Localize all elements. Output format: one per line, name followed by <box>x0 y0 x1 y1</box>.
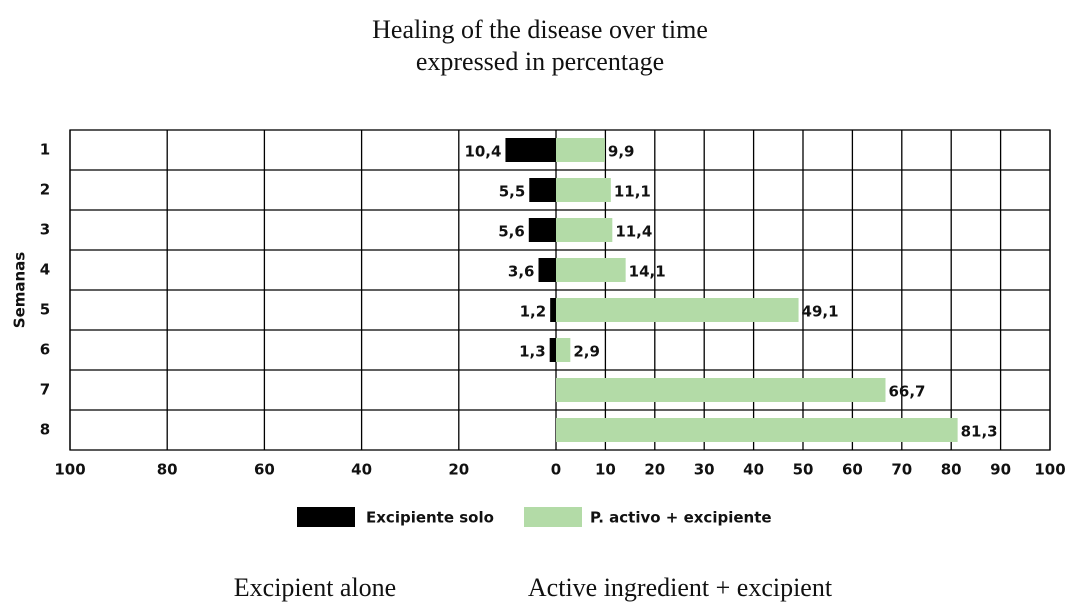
bar <box>556 298 799 322</box>
x-tick-label: 100 <box>54 461 85 479</box>
x-tick-label: 50 <box>793 461 814 479</box>
x-tick-label: 70 <box>891 461 912 479</box>
data-label: 81,3 <box>961 423 998 441</box>
legend-swatch <box>524 507 582 527</box>
y-tick-label: 7 <box>40 381 50 399</box>
x-tick-label: 0 <box>551 461 561 479</box>
chart-subtitle: expressed in percentage <box>416 47 664 76</box>
y-tick-label: 3 <box>40 221 50 239</box>
y-axis-label: Semanas <box>11 252 29 329</box>
bar <box>556 138 605 162</box>
bar <box>556 378 886 402</box>
x-tick-label: 80 <box>941 461 962 479</box>
legend-label: Excipiente solo <box>366 509 494 527</box>
x-tick-label: 60 <box>842 461 863 479</box>
bar <box>556 338 571 362</box>
bar <box>556 418 958 442</box>
x-tick-label: 100 <box>1034 461 1065 479</box>
x-tick-label: 80 <box>157 461 178 479</box>
data-label: 14,1 <box>629 263 666 281</box>
data-label: 1,3 <box>519 343 546 361</box>
bar <box>505 138 556 162</box>
y-tick-label: 8 <box>40 421 50 439</box>
data-label: 9,9 <box>608 143 635 161</box>
bar <box>529 178 556 202</box>
x-tick-label: 10 <box>595 461 616 479</box>
x-tick-label: 40 <box>351 461 372 479</box>
y-tick-label: 2 <box>40 181 50 199</box>
x-tick-label: 60 <box>254 461 275 479</box>
y-tick-label: 4 <box>40 261 50 279</box>
y-tick-label: 1 <box>40 141 50 159</box>
data-label: 2,9 <box>573 343 600 361</box>
bar <box>556 258 626 282</box>
data-label: 1,2 <box>520 303 547 321</box>
bar <box>549 338 556 362</box>
data-label: 5,6 <box>498 223 525 241</box>
x-tick-label: 20 <box>448 461 469 479</box>
legend-label: P. activo + excipiente <box>590 509 772 527</box>
data-label: 11,4 <box>615 223 652 241</box>
annotation: Excipient alone <box>234 573 396 602</box>
x-tick-label: 90 <box>990 461 1011 479</box>
x-tick-label: 30 <box>694 461 715 479</box>
data-label: 10,4 <box>464 143 501 161</box>
bar <box>556 178 611 202</box>
data-label: 3,6 <box>508 263 535 281</box>
bar <box>556 218 613 242</box>
bar <box>550 298 556 322</box>
data-label: 49,1 <box>802 303 839 321</box>
annotation: Active ingredient + excipient <box>528 573 833 602</box>
data-label: 66,7 <box>888 383 925 401</box>
bar <box>538 258 556 282</box>
x-tick-label: 40 <box>743 461 764 479</box>
bar <box>528 218 556 242</box>
data-label: 11,1 <box>614 183 651 201</box>
legend-swatch <box>297 507 355 527</box>
y-tick-label: 6 <box>40 341 50 359</box>
data-label: 5,5 <box>499 183 526 201</box>
y-tick-label: 5 <box>40 301 50 319</box>
x-tick-label: 20 <box>644 461 665 479</box>
chart-title: Healing of the disease over time <box>372 15 708 44</box>
